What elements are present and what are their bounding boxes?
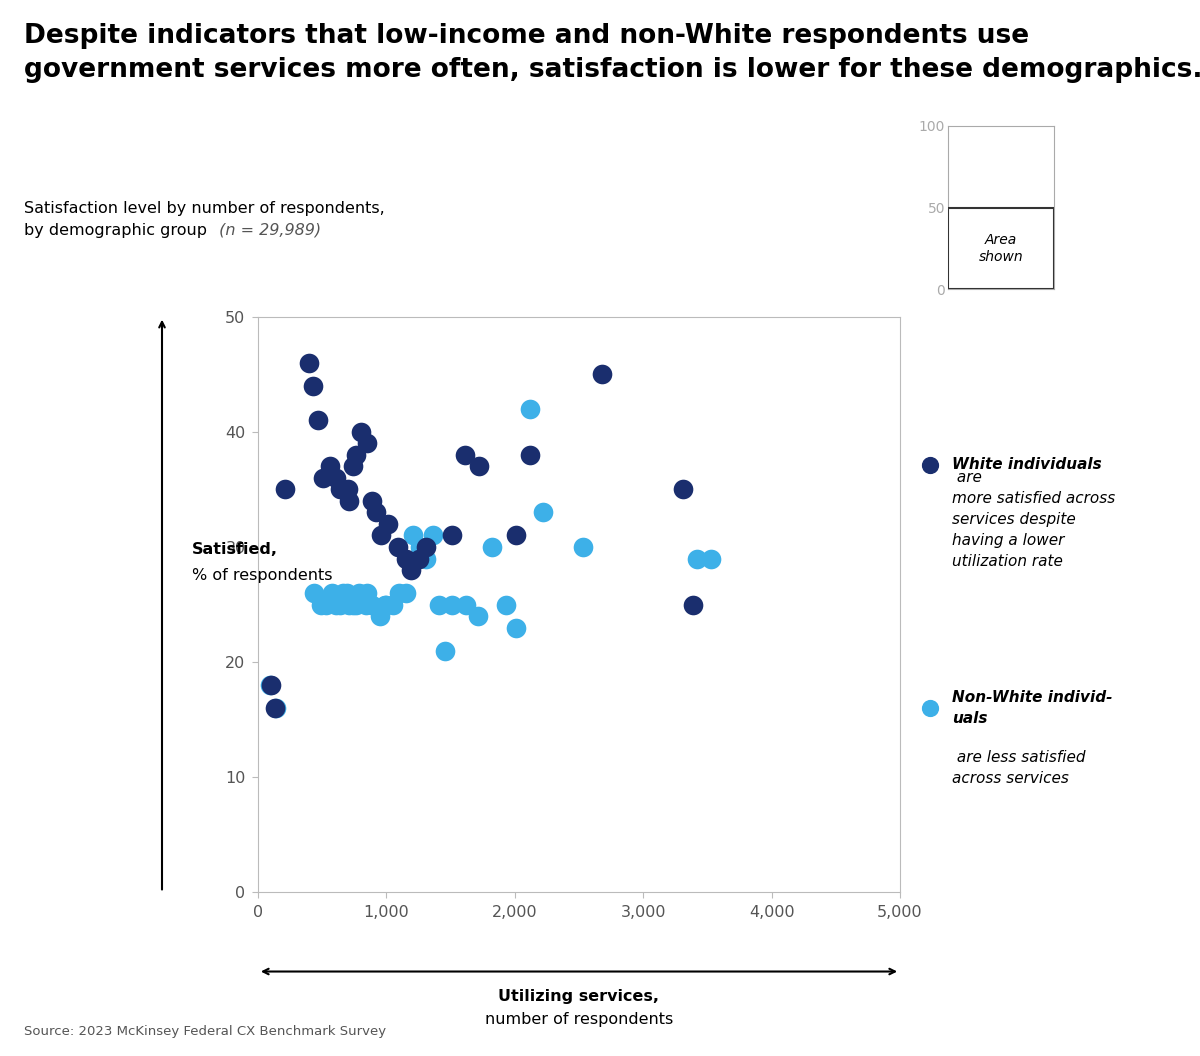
Point <box>338 480 358 497</box>
Point <box>350 585 370 602</box>
Point <box>390 585 409 602</box>
Point <box>305 585 324 602</box>
Point <box>920 456 940 473</box>
Point <box>383 596 402 612</box>
Text: government services more often, satisfaction is lower for these demographics.: government services more often, satisfac… <box>24 57 1200 83</box>
Point <box>455 447 474 464</box>
Point <box>396 550 415 567</box>
Point <box>409 550 428 567</box>
Point <box>362 596 382 612</box>
Text: Satisfaction level by number of respondents,: Satisfaction level by number of responde… <box>24 201 385 215</box>
Point <box>275 480 294 497</box>
Text: Satisfied,: Satisfied, <box>192 542 278 557</box>
Point <box>366 504 385 521</box>
Point <box>436 642 455 659</box>
Point <box>337 585 356 602</box>
Point <box>308 412 328 429</box>
Point <box>702 550 721 567</box>
Point <box>317 596 336 612</box>
Point <box>410 539 430 555</box>
Point <box>314 470 334 487</box>
Point <box>358 435 377 452</box>
Point <box>521 447 540 464</box>
Point <box>688 550 707 567</box>
Point <box>506 527 526 544</box>
Point <box>401 562 420 579</box>
Point <box>340 492 359 509</box>
Point <box>456 596 475 612</box>
Point <box>424 527 443 544</box>
Point <box>389 539 408 555</box>
Point <box>330 596 349 612</box>
Text: by demographic group: by demographic group <box>24 223 208 238</box>
Point <box>534 504 553 521</box>
Text: (n = 29,989): (n = 29,989) <box>214 223 320 238</box>
Point <box>497 596 516 612</box>
Point <box>593 365 612 382</box>
Point <box>346 596 365 612</box>
Point <box>443 527 462 544</box>
Point <box>468 607 487 624</box>
Point <box>506 619 526 636</box>
Text: Non-White individ-
uals: Non-White individ- uals <box>952 690 1112 725</box>
Text: are
more satisfied across
services despite
having a lower
utilization rate: are more satisfied across services despi… <box>952 470 1115 569</box>
Point <box>352 423 371 440</box>
Point <box>684 596 703 612</box>
Point <box>343 596 362 612</box>
Point <box>300 355 319 372</box>
Point <box>330 480 349 497</box>
Point <box>323 585 342 602</box>
Point <box>265 700 284 717</box>
Text: Utilizing services,: Utilizing services, <box>498 989 660 1004</box>
Point <box>371 607 390 624</box>
Point <box>320 458 340 475</box>
Point <box>372 527 391 544</box>
Point <box>260 677 280 694</box>
Text: % of respondents: % of respondents <box>192 568 332 583</box>
Bar <box>948 207 1054 289</box>
Text: Despite indicators that low-income and non-White respondents use: Despite indicators that low-income and n… <box>24 23 1030 50</box>
Point <box>377 596 396 612</box>
Text: Area
shown: Area shown <box>978 233 1024 264</box>
Point <box>673 480 692 497</box>
Point <box>469 458 488 475</box>
Point <box>416 550 436 567</box>
Point <box>521 400 540 417</box>
Point <box>443 596 462 612</box>
Point <box>334 585 353 602</box>
Point <box>334 480 353 497</box>
Text: number of respondents: number of respondents <box>485 1012 673 1026</box>
Point <box>920 699 940 716</box>
Point <box>376 596 395 612</box>
Text: Source: 2023 McKinsey Federal CX Benchmark Survey: Source: 2023 McKinsey Federal CX Benchma… <box>24 1025 386 1038</box>
Point <box>574 539 593 555</box>
Point <box>304 377 323 394</box>
Point <box>262 677 281 694</box>
Point <box>326 470 346 487</box>
Point <box>482 539 502 555</box>
Text: are less satisfied
across services: are less satisfied across services <box>952 750 1085 786</box>
Point <box>311 596 330 612</box>
Point <box>340 596 359 612</box>
Point <box>343 458 362 475</box>
Point <box>356 596 376 612</box>
Point <box>358 585 377 602</box>
Point <box>362 492 382 509</box>
Point <box>416 539 436 555</box>
Text: White individuals: White individuals <box>952 457 1102 472</box>
Point <box>430 596 449 612</box>
Point <box>396 585 415 602</box>
Point <box>266 700 286 717</box>
Point <box>403 527 422 544</box>
Point <box>326 596 346 612</box>
Point <box>378 515 397 532</box>
Point <box>346 447 365 464</box>
